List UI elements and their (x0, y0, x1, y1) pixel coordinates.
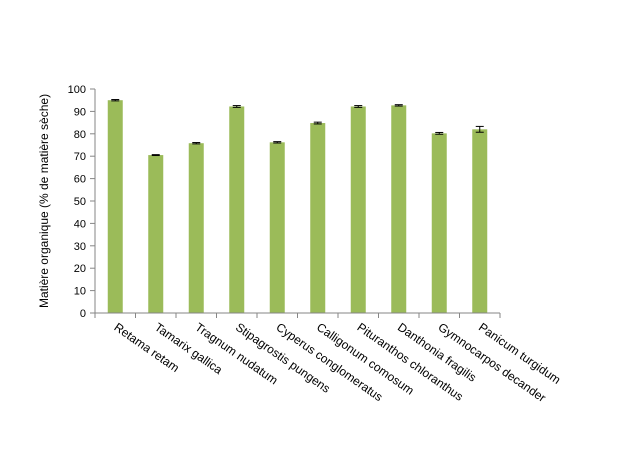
y-tick-label: 100 (68, 84, 86, 96)
bar (188, 143, 204, 313)
error-bar (475, 125, 484, 133)
error-bar (111, 99, 120, 102)
y-tick-label: 90 (74, 106, 86, 118)
bar (148, 155, 164, 313)
bar (269, 142, 285, 313)
y-axis-label: Matière organique (% de matière sèche) (37, 94, 51, 308)
y-tick-label: 50 (74, 196, 86, 208)
bar (350, 106, 366, 313)
bar (229, 106, 245, 313)
y-tick-label: 0 (80, 308, 86, 320)
error-bar (394, 104, 403, 107)
y-tick-label: 80 (74, 129, 86, 141)
error-bar (435, 131, 444, 135)
error-bar (232, 105, 241, 108)
y-tick-label: 20 (74, 263, 86, 275)
error-bar (151, 154, 160, 157)
bar (472, 129, 488, 313)
error-bar (354, 105, 363, 108)
error-bar (273, 141, 282, 144)
error-bar (313, 121, 322, 125)
y-tick-label: 30 (74, 241, 86, 253)
bar (431, 133, 447, 313)
bar (391, 105, 407, 314)
bar (310, 123, 326, 313)
y-tick-label: 60 (74, 174, 86, 186)
y-tick-label: 70 (74, 151, 86, 163)
error-bar (192, 142, 201, 145)
bar (107, 100, 123, 313)
y-tick-label: 40 (74, 218, 86, 230)
bars (107, 99, 488, 314)
y-tick-label: 10 (74, 286, 86, 298)
y-axis: 0 10 20 30 40 50 60 70 80 90 100 (68, 84, 96, 320)
